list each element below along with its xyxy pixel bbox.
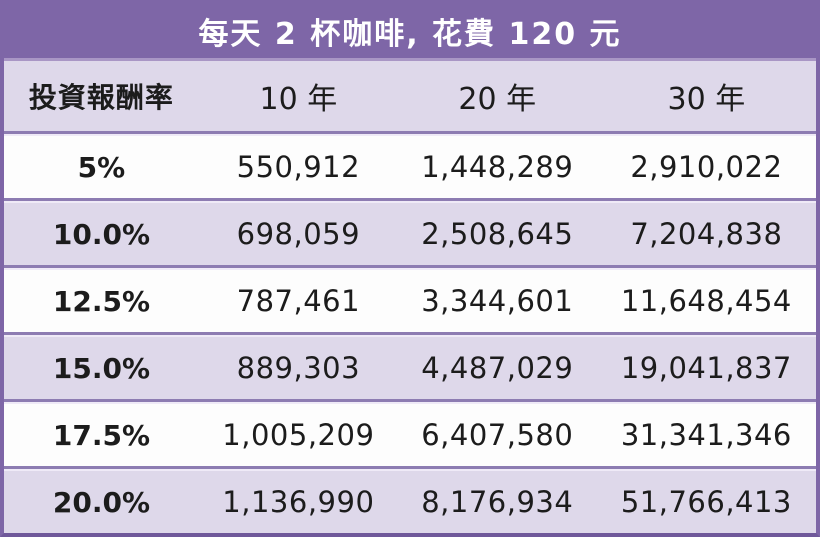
value-cell-20y: 4,487,029 <box>421 351 574 385</box>
value-cell-20y: 3,344,601 <box>421 284 574 318</box>
rate-cell: 5% <box>77 150 126 184</box>
row-divider <box>4 198 816 203</box>
column-header-10y: 10 年 <box>259 82 338 117</box>
column-header-row: 投資報酬率 10 年 20 年 30 年 <box>4 61 816 131</box>
value-cell-10y: 1,005,209 <box>222 418 375 452</box>
value-cell-10y: 550,912 <box>236 150 361 184</box>
table-row: 12.5% 787,461 3,344,601 11,648,454 <box>4 270 816 332</box>
value-cell-20y: 8,176,934 <box>421 485 574 519</box>
value-cell-30y: 11,648,454 <box>620 284 792 318</box>
value-cell-30y: 2,910,022 <box>630 150 783 184</box>
title-divider <box>4 58 816 61</box>
column-header-20y: 20 年 <box>458 82 537 117</box>
row-divider <box>4 265 816 270</box>
row-divider <box>4 466 816 471</box>
rate-cell: 17.5% <box>52 418 150 452</box>
rate-cell: 10.0% <box>52 217 150 251</box>
column-header-rate: 投資報酬率 <box>28 81 174 114</box>
rate-cell: 15.0% <box>52 351 150 385</box>
row-divider <box>4 332 816 337</box>
table-title-bar: 每天 2 杯咖啡, 花費 120 元 <box>4 4 816 58</box>
column-header-30y: 30 年 <box>667 82 746 117</box>
value-cell-10y: 889,303 <box>236 351 361 385</box>
rate-cell: 12.5% <box>52 284 150 318</box>
value-cell-10y: 787,461 <box>236 284 361 318</box>
table-title: 每天 2 杯咖啡, 花費 120 元 <box>198 17 622 52</box>
value-cell-30y: 19,041,837 <box>620 351 792 385</box>
row-divider <box>4 399 816 404</box>
table-row: 5% 550,912 1,448,289 2,910,022 <box>4 136 816 198</box>
value-cell-20y: 6,407,580 <box>421 418 574 452</box>
table-row: 10.0% 698,059 2,508,645 7,204,838 <box>4 203 816 265</box>
rate-cell: 20.0% <box>52 485 150 519</box>
value-cell-30y: 7,204,838 <box>630 217 783 251</box>
table-row: 20.0% 1,136,990 8,176,934 51,766,413 <box>4 471 816 533</box>
row-divider <box>4 131 816 136</box>
value-cell-10y: 1,136,990 <box>222 485 375 519</box>
value-cell-30y: 31,341,346 <box>620 418 792 452</box>
table-row: 15.0% 889,303 4,487,029 19,041,837 <box>4 337 816 399</box>
value-cell-20y: 2,508,645 <box>421 217 574 251</box>
value-cell-20y: 1,448,289 <box>421 150 574 184</box>
table-row: 17.5% 1,005,209 6,407,580 31,341,346 <box>4 404 816 466</box>
value-cell-10y: 698,059 <box>236 217 361 251</box>
value-cell-30y: 51,766,413 <box>620 485 792 519</box>
